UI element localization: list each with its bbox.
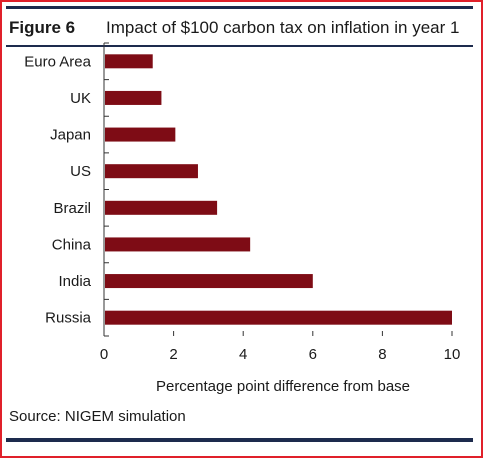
- bottom-rule: [6, 438, 473, 442]
- bar-us: [105, 164, 198, 179]
- x-tick-label: 10: [444, 346, 461, 363]
- bar-uk: [105, 90, 162, 105]
- category-label: Russia: [45, 310, 92, 327]
- category-label: India: [58, 273, 91, 290]
- x-tick-label: 6: [309, 346, 317, 363]
- bar-india: [105, 274, 313, 289]
- x-tick-label: 2: [169, 346, 177, 363]
- bar-russia: [105, 310, 452, 325]
- x-tick-label: 8: [378, 346, 386, 363]
- chart-title: Impact of $100 carbon tax on inflation i…: [106, 18, 460, 37]
- source-note: Source: NIGEM simulation: [9, 408, 186, 425]
- top-rule: [6, 6, 473, 9]
- category-label: Brazil: [53, 200, 91, 217]
- title-rule: [6, 45, 473, 47]
- category-label: Euro Area: [24, 53, 91, 70]
- bar-japan: [105, 127, 176, 142]
- bar-china: [105, 237, 251, 252]
- bar-brazil: [105, 200, 218, 215]
- x-tick-label: 4: [239, 346, 247, 363]
- category-label: China: [52, 236, 92, 253]
- x-tick-label: 0: [100, 346, 108, 363]
- category-label: Japan: [50, 127, 91, 144]
- x-axis-label: Percentage point difference from base: [156, 378, 410, 395]
- bar-euro-area: [105, 54, 153, 69]
- figure-label: Figure 6: [9, 18, 76, 37]
- category-label: UK: [70, 90, 91, 107]
- category-label: US: [70, 163, 91, 180]
